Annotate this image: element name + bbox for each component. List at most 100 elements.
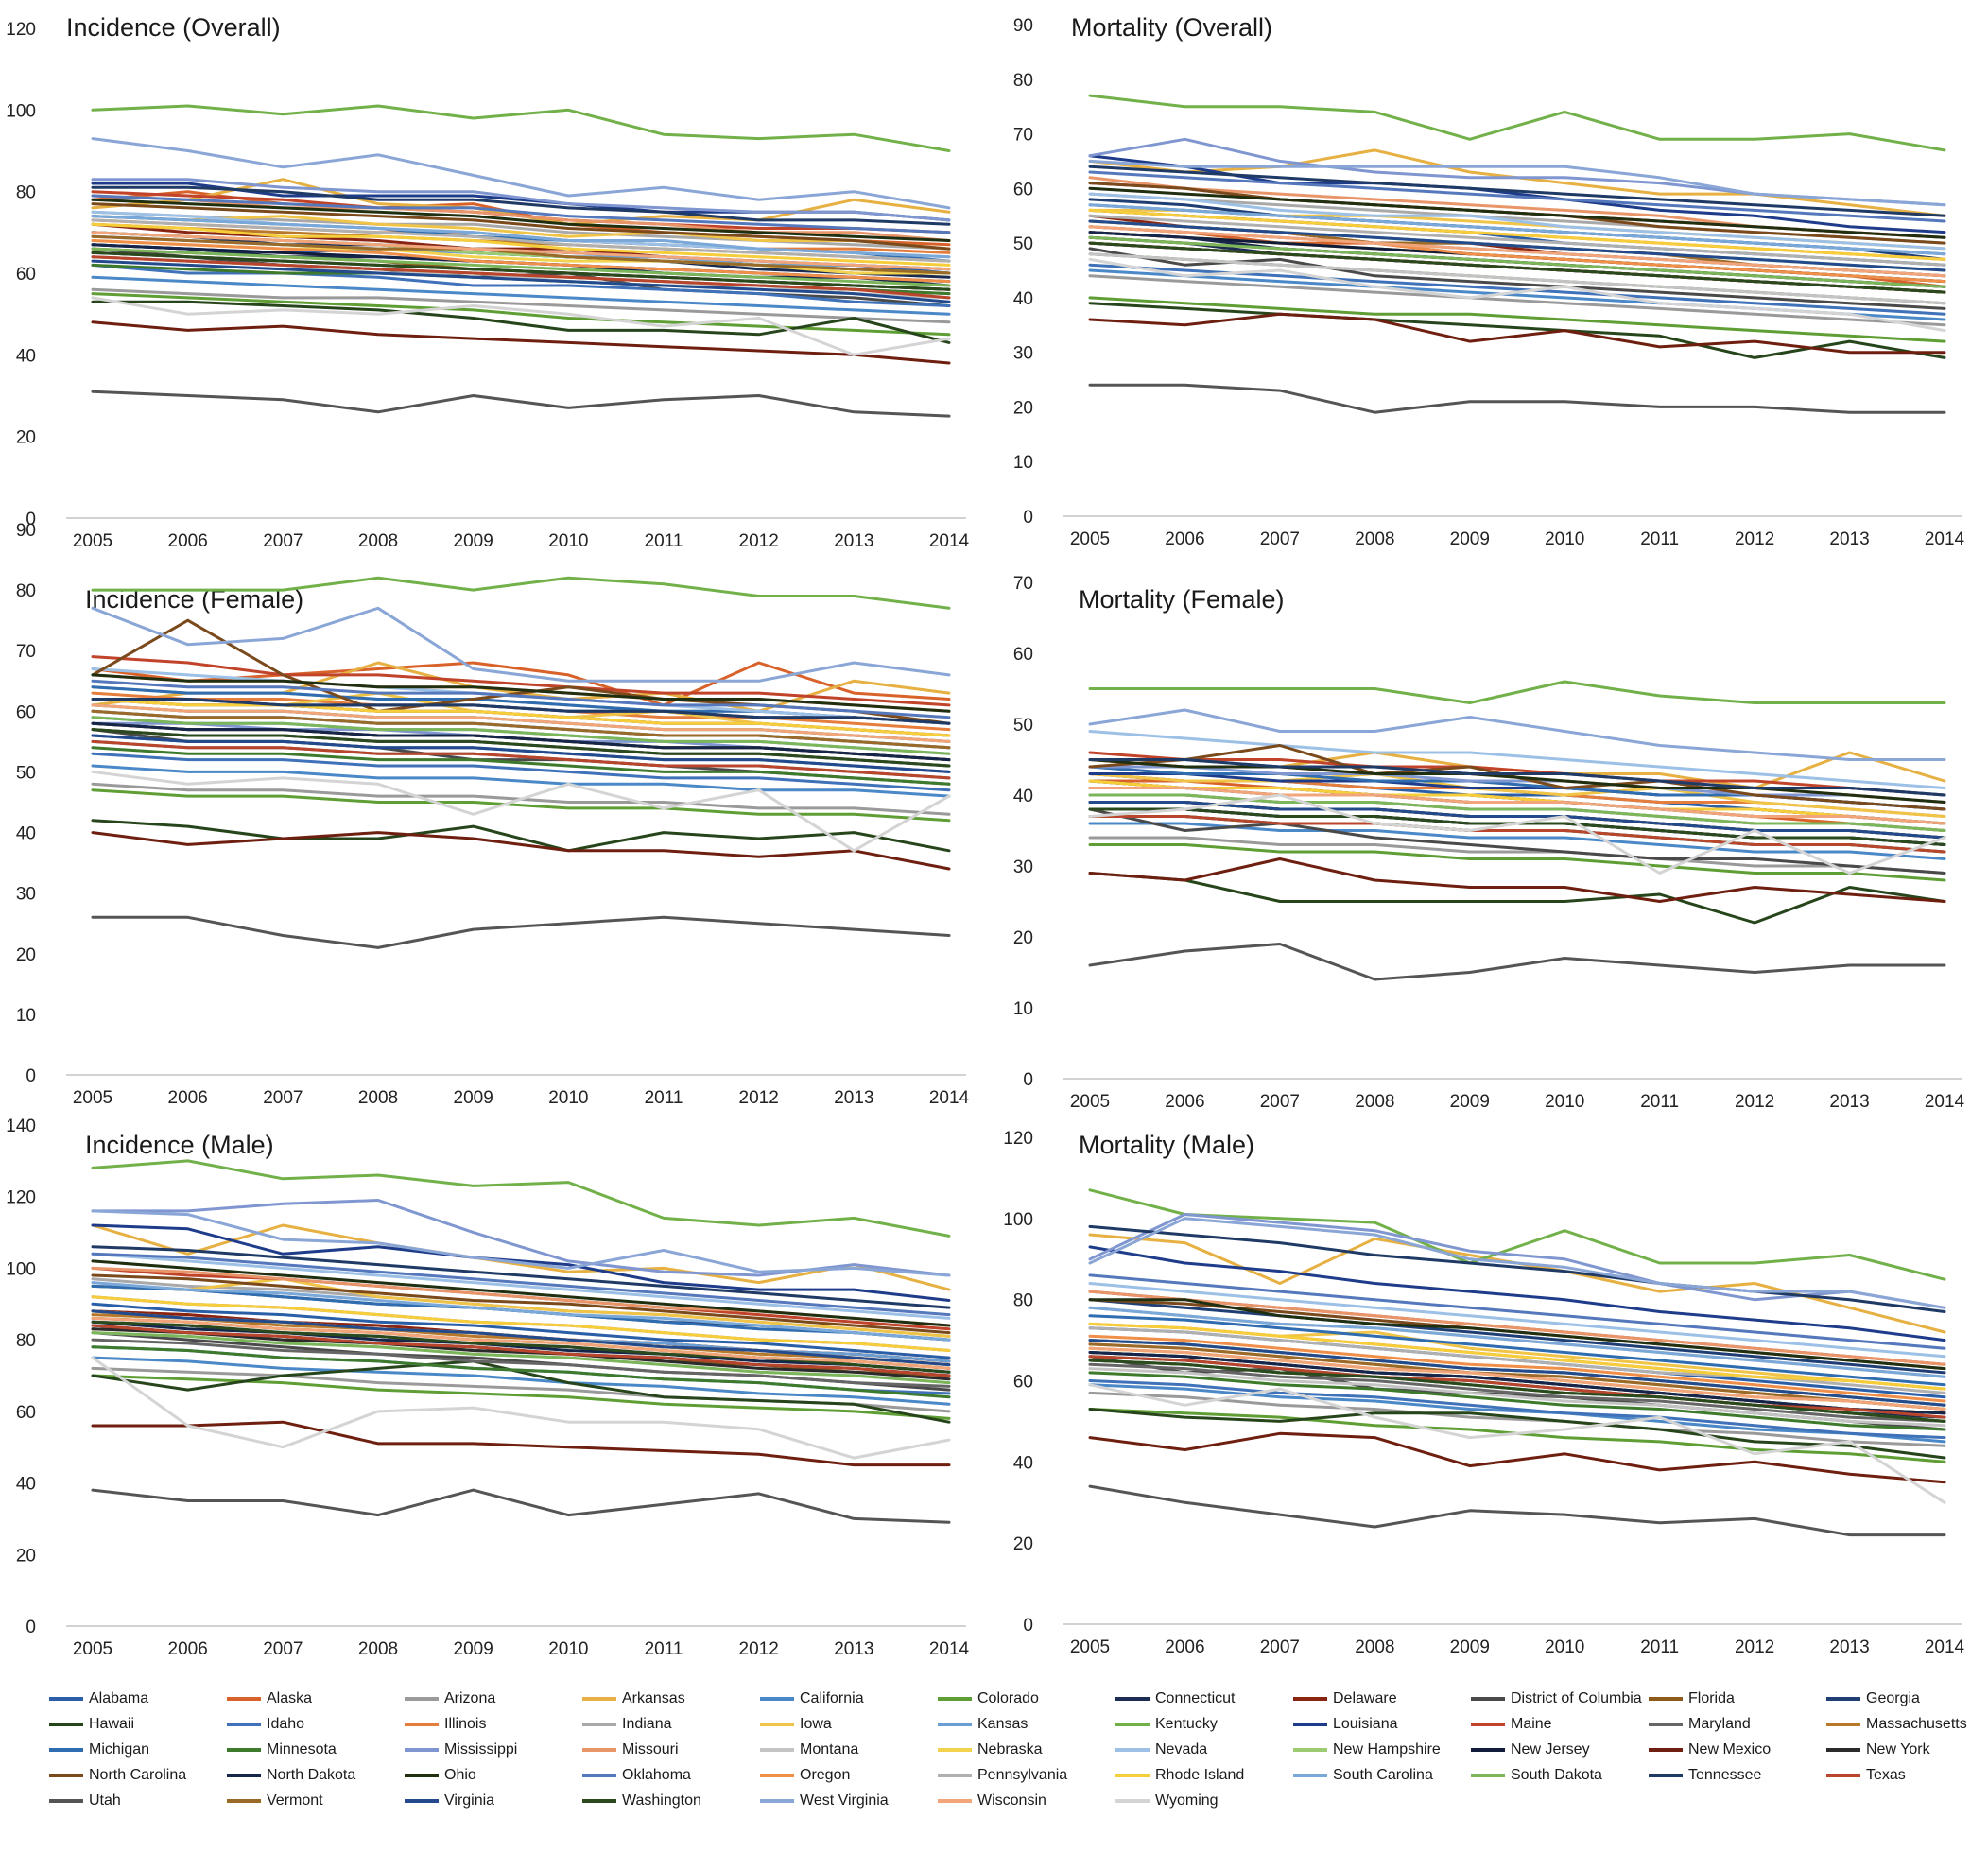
x-tick-label: 2010 — [548, 1639, 588, 1659]
series-line-new-mexico — [91, 320, 951, 365]
x-tick-label: 2013 — [834, 1088, 873, 1108]
series-line-ohio — [91, 673, 951, 713]
legend-label: Iowa — [800, 1716, 832, 1732]
series-line-rhode-island — [1088, 779, 1946, 825]
y-tick-label: 40 — [16, 1475, 36, 1495]
legend-label: Maryland — [1688, 1716, 1751, 1732]
series-line-missouri — [1088, 1290, 1946, 1366]
x-tick-label: 2014 — [929, 1088, 970, 1108]
x-tick-label: 2012 — [739, 531, 779, 551]
legend-swatch — [49, 1774, 83, 1777]
y-tick-label: 70 — [16, 642, 36, 662]
y-tick-label: 120 — [6, 20, 36, 40]
x-tick-label: 2009 — [1450, 1092, 1490, 1112]
x-tick-label: 2007 — [263, 531, 303, 551]
series-line-nevada — [1088, 1282, 1946, 1359]
legend-swatch — [227, 1774, 261, 1777]
series-line-texas — [91, 739, 951, 780]
series-line-west-virginia — [91, 606, 951, 683]
series-line-tennessee — [1088, 1224, 1946, 1313]
legend-swatch — [582, 1723, 616, 1726]
legend-label: Arizona — [444, 1690, 496, 1706]
y-tick-label: 50 — [1013, 234, 1033, 254]
legend-swatch — [405, 1748, 439, 1752]
legend-swatch — [1115, 1774, 1150, 1777]
y-tick-label: 20 — [1013, 1534, 1033, 1554]
x-tick-label: 2006 — [168, 1639, 208, 1659]
series-line-nevada — [1088, 730, 1946, 789]
legend-swatch — [582, 1799, 616, 1803]
legend-label: New Hampshire — [1333, 1741, 1441, 1758]
y-tick-label: 10 — [1013, 453, 1033, 473]
x-tick-label: 2014 — [1925, 1092, 1965, 1112]
series-line-utah — [91, 1488, 951, 1524]
series-line-wyoming — [1088, 257, 1946, 333]
legend-item-wisconsin: Wisconsin — [938, 1791, 1046, 1811]
chart-title: Mortality (Male) — [1079, 1131, 1254, 1159]
series-line-massachusetts — [91, 1313, 951, 1367]
legend-item-missouri: Missouri — [582, 1740, 679, 1760]
series-line-colorado — [1088, 296, 1946, 343]
series-line-washington — [91, 728, 951, 768]
series-line-hawaii — [1088, 302, 1946, 359]
series-line-kentucky — [91, 104, 951, 152]
x-tick-label: 2014 — [929, 531, 970, 551]
legend-swatch — [938, 1774, 972, 1777]
legend-item-south-dakota: South Dakota — [1471, 1765, 1602, 1786]
series-line-texas — [1088, 815, 1946, 854]
x-tick-label: 2012 — [1735, 1092, 1774, 1112]
x-tick-label: 2014 — [929, 1639, 970, 1659]
series-line-arizona — [1088, 836, 1946, 875]
series-line-south-dakota — [1088, 793, 1946, 832]
series-line-california — [91, 1356, 951, 1406]
legend-item-ohio: Ohio — [405, 1765, 476, 1786]
series-line-arizona — [1088, 1391, 1946, 1447]
legend-label: Louisiana — [1333, 1716, 1398, 1732]
series-line-wisconsin — [1088, 787, 1946, 825]
legend-label: Nebraska — [977, 1741, 1043, 1758]
x-tick-label: 2005 — [73, 1639, 112, 1659]
series-line-tennessee — [91, 698, 951, 725]
legend-label: Mississippi — [444, 1741, 518, 1758]
y-tick-label: 30 — [16, 885, 36, 905]
x-tick-label: 2008 — [358, 1088, 398, 1108]
series-line-south-dakota — [91, 1331, 951, 1385]
series-line-pennsylvania — [91, 218, 951, 263]
legend-label: Minnesota — [267, 1741, 337, 1758]
series-line-south-carolina — [91, 215, 951, 259]
legend-label: Nevada — [1155, 1741, 1208, 1758]
legend-label: Wyoming — [1155, 1792, 1219, 1809]
series-line-colorado — [91, 1374, 951, 1420]
series-line-hawaii — [91, 1359, 951, 1424]
series-line-kentucky — [1088, 94, 1946, 152]
series-line-washington — [91, 251, 951, 291]
series-line-idaho — [91, 752, 951, 792]
series-line-arizona — [1088, 274, 1946, 327]
x-tick-label: 2008 — [1355, 1092, 1394, 1112]
series-line-pennsylvania — [1088, 214, 1946, 267]
series-line-new-mexico — [91, 831, 951, 871]
x-tick-label: 2006 — [1165, 529, 1204, 549]
series-line-virginia — [1088, 1339, 1946, 1407]
series-line-utah — [91, 915, 951, 949]
series-line-tennessee — [1088, 165, 1946, 217]
legend-label: California — [800, 1690, 864, 1706]
legend-swatch — [938, 1748, 972, 1752]
legend-item-nevada: Nevada — [1115, 1740, 1207, 1760]
series-line-michigan — [1088, 1314, 1946, 1387]
legend-label: Vermont — [267, 1792, 323, 1809]
legend-swatch — [405, 1774, 439, 1777]
legend-label: Colorado — [977, 1690, 1039, 1706]
series-line-ohio — [1088, 1298, 1946, 1371]
series-line-tennessee — [91, 1245, 951, 1309]
legend-label: Alaska — [267, 1690, 313, 1706]
legend-label: District of Columbia — [1511, 1690, 1642, 1706]
series-line-rhode-island — [1088, 208, 1946, 261]
series-line-washington — [91, 1320, 951, 1374]
series-line-arkansas — [1088, 148, 1946, 217]
legend-swatch — [1471, 1697, 1505, 1701]
series-line-ohio — [91, 198, 951, 242]
legend-swatch — [1115, 1723, 1150, 1726]
legend-swatch — [938, 1723, 972, 1726]
x-tick-label: 2012 — [739, 1639, 779, 1659]
